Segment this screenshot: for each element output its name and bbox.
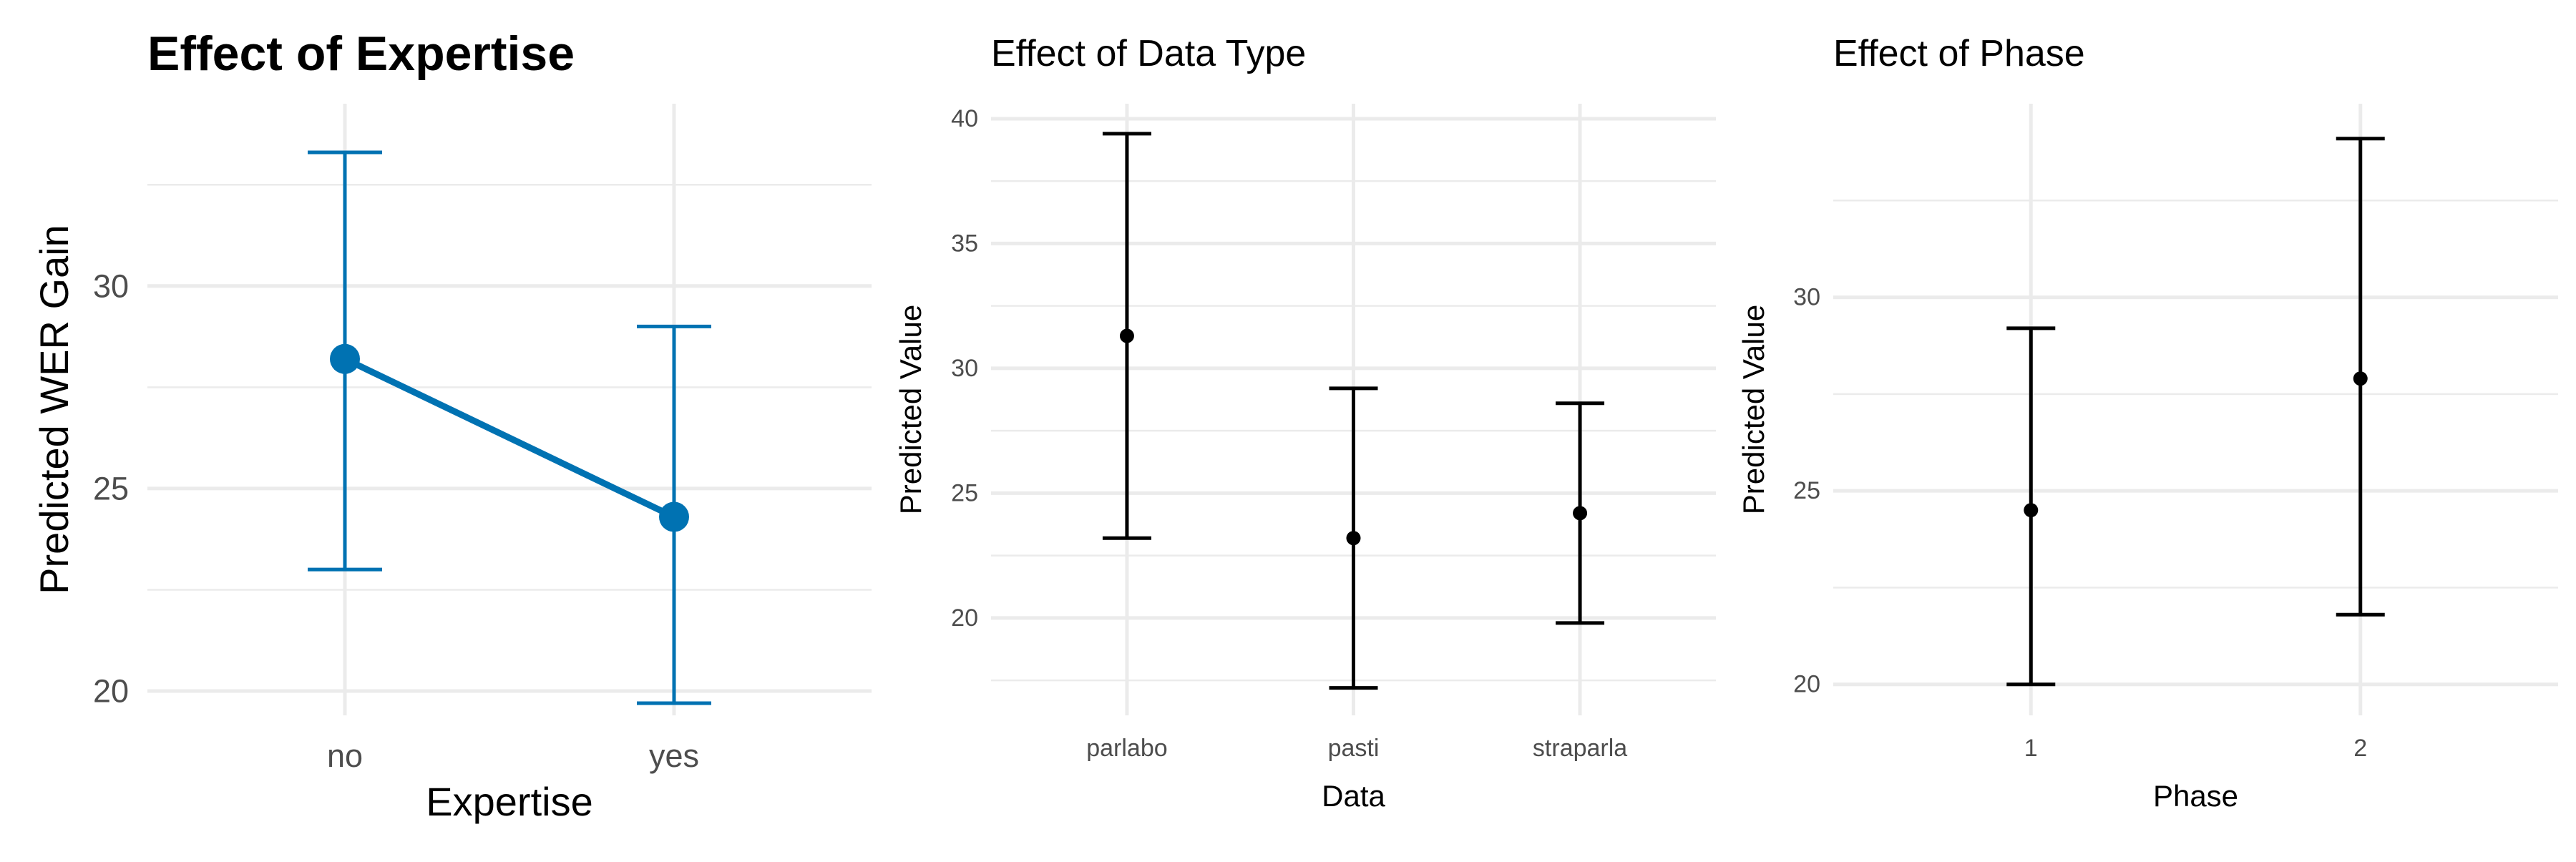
- x-tick-label: yes: [649, 738, 699, 774]
- y-tick-label: 30: [1793, 284, 1820, 311]
- y-tick-label: 25: [1793, 477, 1820, 504]
- data-point: [2024, 503, 2039, 518]
- data-point: [1346, 531, 1361, 546]
- y-axis-title: Predicted Value: [894, 305, 927, 514]
- y-tick-label: 40: [951, 105, 978, 132]
- chart-title: Effect of Expertise: [147, 26, 575, 81]
- series-line: [341, 356, 678, 521]
- y-axis-title: Predicted Value: [1737, 305, 1770, 514]
- chart-panel-1: 20 25 30 no yes Effect of Expertise Expertise P…: [31, 26, 872, 824]
- y-tick-label: 20: [951, 604, 978, 632]
- x-tick-label: parlabo: [1086, 735, 1167, 762]
- y-axis-title: Predicted WER Gain: [31, 225, 77, 594]
- data-point: [1119, 328, 1134, 343]
- y-tick-label: 35: [951, 230, 978, 257]
- data-point: [1573, 506, 1588, 521]
- y-tick-label: 30: [951, 355, 978, 382]
- y-tick-label: 25: [93, 470, 129, 506]
- chart-panel-2: 20 25 30 35 40 parlabo pasti straparla Effect of…: [894, 33, 1716, 813]
- data-point: [659, 501, 689, 532]
- x-tick-label: 2: [2353, 735, 2367, 762]
- chart-panel-3: 20 25 30 1 2 Effect of Phase Phase Predicted Va…: [1737, 33, 2558, 813]
- x-tick-label: straparla: [1533, 735, 1627, 762]
- y-tick-label: 20: [1793, 671, 1820, 698]
- data-point: [2353, 371, 2368, 386]
- data-point: [330, 343, 360, 374]
- y-tick-label: 20: [93, 673, 129, 710]
- x-tick-label: pasti: [1328, 735, 1380, 762]
- y-tick-label: 25: [951, 479, 978, 506]
- chart-title: Effect of Phase: [1833, 33, 2085, 74]
- x-tick-label: no: [327, 738, 363, 774]
- x-axis-title: Data: [1322, 779, 1385, 813]
- chart-title: Effect of Data Type: [991, 33, 1306, 74]
- x-axis-title: Phase: [2153, 779, 2238, 813]
- x-tick-label: 1: [2024, 735, 2038, 762]
- y-tick-label: 30: [93, 268, 129, 304]
- x-axis-title: Expertise: [426, 779, 592, 824]
